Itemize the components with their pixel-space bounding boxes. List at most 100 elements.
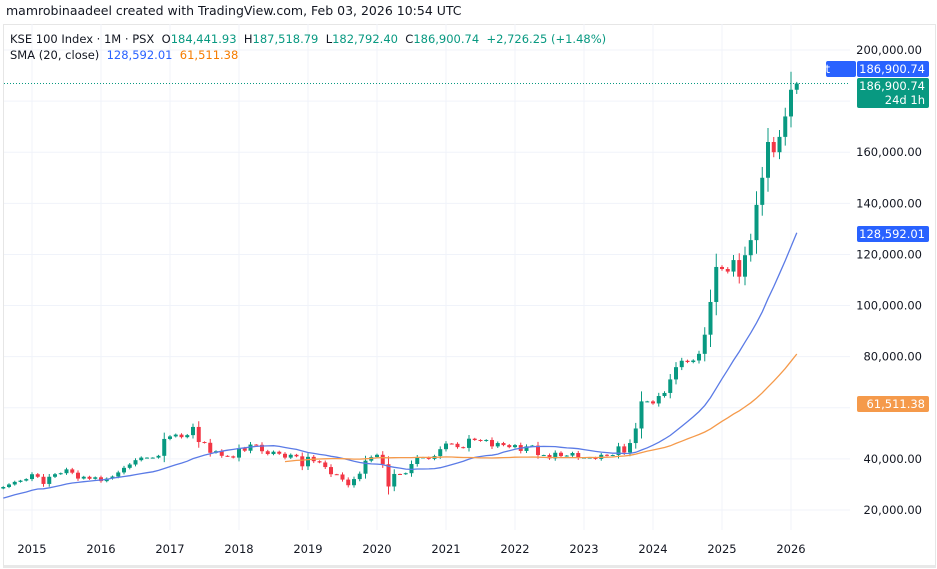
candle-body [426, 457, 431, 459]
candle-body [461, 447, 466, 449]
candle-body [93, 477, 98, 479]
candle-body [495, 443, 500, 447]
candle-body [191, 426, 195, 436]
candle-body [455, 443, 460, 448]
candle-body [610, 455, 615, 457]
candle-body [570, 453, 575, 456]
candle-body [668, 379, 673, 393]
candle-body [645, 401, 650, 403]
x-tick-label: 2025 [707, 542, 736, 556]
candle-body [12, 481, 17, 485]
candle-body [346, 479, 351, 486]
y-tick-label: 40,000.00 [863, 452, 922, 466]
candle-body [576, 453, 581, 458]
candle-body [564, 455, 569, 457]
candle-body [53, 474, 57, 477]
candle-body [24, 479, 29, 481]
candle-body [674, 367, 678, 380]
candle-body [260, 444, 264, 452]
candle-body [173, 434, 178, 437]
candle-body [317, 461, 322, 463]
candle-body [271, 451, 276, 455]
x-tick-label: 2022 [500, 542, 529, 556]
candle-body [392, 473, 397, 487]
candle-body [225, 455, 230, 457]
candle-body [662, 392, 667, 397]
candle-body [743, 255, 747, 277]
candle-body [656, 396, 661, 404]
candle-body [294, 454, 299, 457]
candle-body [777, 136, 782, 153]
y-tick-label: 80,000.00 [863, 350, 922, 364]
candle-body [18, 480, 23, 482]
candle-body [651, 401, 655, 404]
symbol-label[interactable]: KSE 100 Index · 1M · PSX [10, 32, 155, 46]
candle-body [242, 448, 247, 451]
candle-body [605, 454, 609, 456]
candle-body [547, 455, 552, 459]
candle-body [633, 428, 638, 444]
candle-body [329, 467, 333, 475]
candle-body [150, 457, 155, 459]
candle-body [357, 473, 362, 480]
candle-body [720, 266, 724, 270]
candle-body [300, 456, 305, 467]
candle-body [725, 269, 730, 272]
sma1-price-tag-text: 128,592.01 [859, 227, 925, 241]
last-price-tag [857, 78, 929, 108]
post-tag-text: Post [806, 62, 831, 76]
candle-body [616, 446, 621, 456]
candle-body [409, 464, 414, 474]
candle-body [628, 443, 632, 453]
candle-body [70, 469, 75, 473]
candle-body [524, 446, 529, 451]
candle-body [553, 452, 558, 459]
candle-body [760, 177, 765, 205]
candle-body [208, 442, 213, 453]
candle-body [501, 443, 506, 446]
sma2-price-tag [857, 396, 929, 412]
candle-body [484, 439, 489, 441]
candle-body [116, 472, 121, 477]
candle-body [1, 487, 6, 489]
candle-body [403, 473, 408, 475]
sma-50-line [284, 353, 798, 463]
x-tick-label: 2015 [17, 542, 46, 556]
post-price-tag [857, 61, 929, 77]
candle-body [133, 460, 138, 465]
candle-body [541, 455, 546, 457]
sma2-value: 61,511.38 [179, 48, 239, 62]
x-tick-label: 2024 [638, 542, 667, 556]
candle-body [536, 445, 540, 456]
y-tick-label: 20,000.00 [863, 503, 922, 517]
candle-body [708, 301, 713, 335]
candle-body [306, 456, 310, 467]
post-tag [826, 61, 856, 77]
candle-body [507, 445, 512, 448]
candle-body [265, 451, 270, 455]
sma-label[interactable]: SMA (20, close) [10, 48, 100, 62]
candle-body [162, 438, 167, 456]
x-tick-label: 2019 [293, 542, 322, 556]
candle-body [748, 240, 753, 256]
sma1-value: 128,592.01 [106, 48, 173, 62]
high-value: 187,518.79 [252, 32, 319, 46]
y-tick-label: 120,000.00 [856, 247, 922, 261]
last-price-tag-text: 24d 1h [885, 93, 925, 107]
candle-body [702, 334, 707, 354]
candle-body [622, 446, 627, 453]
candle-body [783, 116, 788, 137]
candle-body [679, 360, 684, 368]
chart-legend: KSE 100 Index · 1M · PSX O184,441.93 H18… [10, 31, 606, 63]
candle-body [398, 473, 402, 475]
candle-body [363, 460, 368, 474]
candle-body [438, 449, 443, 457]
sma-20-line [3, 232, 798, 499]
candle-body [467, 438, 471, 448]
candle-body [237, 448, 241, 458]
candle-body [737, 260, 742, 277]
candle-body [156, 455, 161, 458]
candle-body [254, 444, 259, 446]
candle-body [196, 426, 201, 443]
